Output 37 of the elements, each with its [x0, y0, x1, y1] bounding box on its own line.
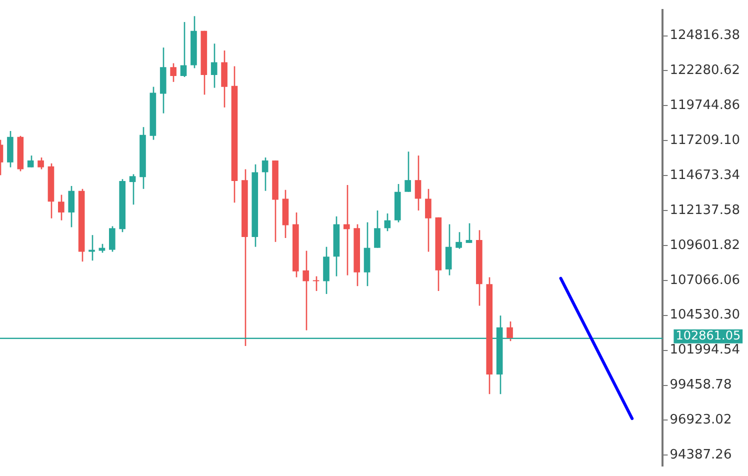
candlestick	[312, 276, 320, 292]
candlestick	[506, 320, 513, 342]
candlestick	[456, 231, 462, 250]
candlestick	[170, 62, 176, 83]
candlestick	[88, 234, 95, 262]
y-tick-label: 114673.34	[670, 168, 740, 183]
y-tick-label: 117209.10	[670, 132, 740, 148]
candlestick	[445, 224, 452, 276]
y-tick-label: 104530.30	[670, 308, 740, 323]
candlestick	[68, 185, 75, 228]
y-tick-label: 109601.82	[670, 238, 740, 253]
candlestick	[180, 21, 187, 78]
candlestick	[302, 250, 310, 331]
candlestick	[384, 212, 391, 232]
y-tick-label: 101994.54	[670, 342, 740, 358]
y-tick-label: 94387.26	[670, 448, 732, 463]
candlestick	[414, 154, 422, 212]
candlestick	[108, 226, 116, 252]
y-tick-label: 99458.78	[670, 378, 732, 393]
candlestick	[262, 156, 268, 192]
y-tick-label: 107066.06	[670, 272, 740, 288]
y-tick-label: 119744.86	[670, 98, 740, 114]
candlestick	[425, 188, 432, 252]
y-tick-label: 122280.62	[670, 63, 740, 78]
candlestick	[129, 174, 136, 206]
candlestick	[58, 194, 64, 221]
y-tick-label: 112137.58	[670, 202, 740, 218]
ref-line-label: 102861.05	[676, 328, 741, 342]
y-tick-label: 96923.02	[670, 412, 732, 428]
candlestick	[210, 42, 218, 88]
candlestick	[38, 156, 44, 170]
candlestick	[374, 210, 380, 248]
candlestick	[343, 184, 350, 276]
y-tick-label: 124816.38	[670, 28, 740, 44]
candlestick	[466, 222, 472, 244]
candlestick	[404, 150, 411, 193]
candlestick	[27, 154, 34, 168]
